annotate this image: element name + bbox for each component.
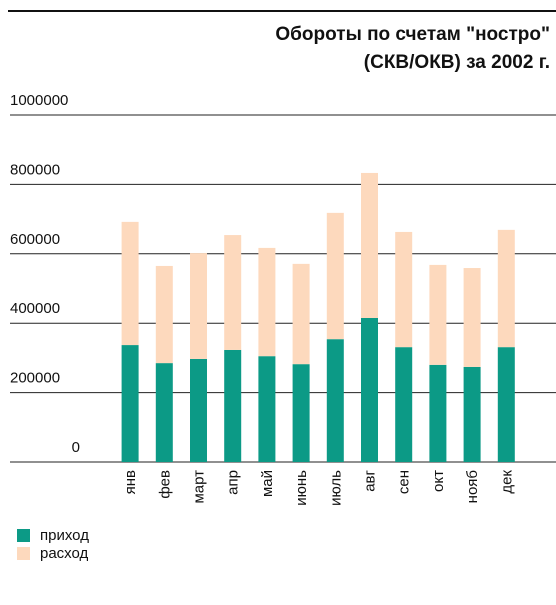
bar-segment <box>190 253 207 359</box>
legend-label: приход <box>40 527 89 544</box>
bar-segment <box>429 364 447 462</box>
legend-label: расход <box>40 545 89 562</box>
chart-title: (СКВ/ОКВ) за 2002 г. <box>364 52 550 73</box>
x-tick-label: фев <box>156 470 173 499</box>
legend-swatch <box>17 547 30 560</box>
bar-segment <box>429 264 447 365</box>
bar-segment <box>155 363 173 462</box>
bar-segment <box>224 235 242 350</box>
y-tick-label: 600000 <box>10 231 60 248</box>
bar-segment <box>155 265 173 364</box>
chart-title: Обороты по счетам "ностро" <box>275 24 550 45</box>
x-tick-label: май <box>259 470 276 497</box>
y-tick-label: 200000 <box>10 370 60 387</box>
bar-segment <box>361 317 378 462</box>
bar-segment <box>224 349 242 462</box>
bar-segment <box>258 356 276 462</box>
x-tick-label: дек <box>498 470 515 494</box>
x-tick-label: авг <box>362 469 379 491</box>
bar-segment <box>292 263 310 365</box>
y-tick-label: 400000 <box>10 300 60 317</box>
bar-segment <box>121 345 139 462</box>
x-tick-label: нояб <box>464 470 481 503</box>
bar-segment <box>326 339 344 462</box>
legend-swatch <box>17 529 30 542</box>
x-tick-label: янв <box>122 470 139 494</box>
bar-segment <box>463 268 481 367</box>
bar-segment <box>121 221 139 346</box>
x-tick-label: окт <box>430 470 447 492</box>
bar-segment <box>326 212 344 340</box>
x-tick-label: июнь <box>293 470 310 506</box>
y-tick-label: 1000000 <box>10 92 68 109</box>
x-tick-label: сен <box>396 470 413 494</box>
y-tick-label: 0 <box>72 439 80 456</box>
x-tick-label: апр <box>225 470 242 495</box>
bar-segment <box>497 229 515 348</box>
bar-segment <box>395 347 413 462</box>
bar-segment <box>497 347 515 462</box>
bar-segment <box>292 364 310 462</box>
bar-segment <box>395 231 413 348</box>
bar-segment <box>190 358 207 462</box>
x-tick-label: март <box>191 470 208 504</box>
bar-segment <box>463 366 481 462</box>
bar-segment <box>258 247 276 357</box>
y-tick-label: 800000 <box>10 161 60 178</box>
bar-segment <box>361 172 378 318</box>
x-tick-label: июль <box>327 470 344 506</box>
